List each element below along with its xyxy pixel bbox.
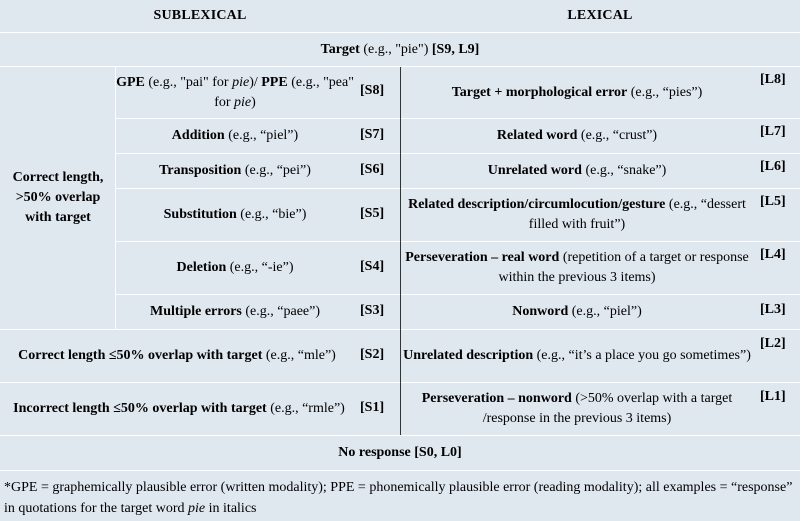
related-word-label: Related word [496,128,578,143]
correct-length-label: Correct length ≤50% overlap with target [18,348,263,363]
correct-length-text: (e.g., “mle”) [262,348,336,363]
code-s7: [S7] [360,127,385,142]
divider [116,294,800,295]
lexical-row-l5: Related description/circumlocution/gestu… [402,189,752,241]
transposition-label: Transposition [159,163,242,178]
footnote-italic: pie [188,501,206,516]
deletion-text: (e.g., “-ie”) [226,260,294,275]
transposition-text: (e.g., “pei”) [241,163,311,178]
divider [0,470,800,471]
divider [0,435,800,436]
lexical-row-l1: Perseveration – nonword (>50% overlap wi… [402,383,752,435]
related-word-text: (e.g., “crust”) [577,128,658,143]
multiple-errors-label: Multiple errors [150,304,242,319]
ppe-text: (e.g., "pea" for [214,75,354,110]
divider [116,153,800,154]
divider [0,32,800,33]
morphological-text: (e.g., “pies”) [627,85,703,100]
code-l8: [L8] [760,72,786,87]
gpe-text: (e.g., "pai" for [144,75,233,90]
sublexical-row-s2: Correct length ≤50% overlap with target … [0,330,354,382]
code-l6: [L6] [760,159,786,174]
code-s8: [S8] [360,83,385,98]
lexical-row-l4: Perseveration – real word (repetition of… [402,242,752,294]
target-label: Target [320,41,360,57]
perseveration-real-text: (repetition of a target or response with… [498,250,749,285]
gpe-italic: pie [232,75,250,90]
code-s4: [S4] [360,259,385,274]
related-description-text: (e.g., “dessert filled with fruit”) [528,197,746,232]
lexical-row-l6: Unrelated word (e.g., “snake”) [402,154,752,188]
addition-text: (e.g., “piel”) [224,128,299,143]
morphological-label: Target + morphological error [451,85,628,100]
ppe-label: PPE [261,75,288,90]
code-s1: [S1] [360,400,385,415]
sublexical-row-s8: GPE (e.g., "pai" for pie)/ PPE (e.g., "p… [116,68,354,118]
header-sublexical: SUBLEXICAL [153,8,247,23]
unrelated-word-text: (e.g., “snake”) [581,163,667,178]
ppe-text-2: ) [251,95,256,110]
divider [116,188,800,189]
code-l5: [L5] [760,194,786,209]
code-l3: [L3] [760,302,786,317]
perseveration-nonword-label: Perseveration – nonword [421,391,572,406]
sublexical-row-s7: Addition (e.g., “piel”) [116,119,354,153]
gpe-label: GPE [116,75,145,90]
lexical-row-l2: Unrelated description (e.g., “it’s a pla… [402,330,752,382]
footnote-star: * [4,480,11,495]
nonword-label: Nonword [512,304,569,319]
sublexical-row-s4: Deletion (e.g., “-ie”) [116,242,354,294]
no-response-row: No response [S0, L0] [338,445,462,460]
divider [116,241,800,242]
code-s6: [S6] [360,162,385,177]
perseveration-real-label: Perseveration – real word [405,250,560,265]
code-l2: [L2] [760,336,786,351]
unrelated-description-label: Unrelated description [403,348,534,363]
gpe-text-2: )/ [249,75,262,90]
sublexical-row-s5: Substitution (e.g., “bie”) [116,189,354,241]
divider [116,118,800,119]
unrelated-description-text: (e.g., “it’s a place you go sometimes”) [533,348,751,363]
footnote-gpe: GPE [11,480,38,495]
target-code: [S9, L9] [431,41,480,57]
column-divider [400,67,401,435]
incorrect-length-label: Incorrect length ≤50% overlap with targe… [13,401,267,416]
related-description-label: Related description/circumlocution/gestu… [408,197,666,212]
sublexical-row-s6: Transposition (e.g., “pei”) [116,154,354,188]
code-l1: [L1] [760,389,786,404]
ppe-italic: pie [234,95,252,110]
lexical-row-l3: Nonword (e.g., “piel”) [402,295,752,329]
footnote: *GPE = graphemically plausible error (wr… [4,477,796,519]
footnote-text-2: in italics [205,501,257,516]
code-l4: [L4] [760,247,786,262]
nonword-text: (e.g., “piel”) [568,304,642,319]
footnote-text: = graphemically plausible error (written… [4,480,793,516]
code-s2: [S2] [360,347,385,362]
target-text: (e.g., "pie") [359,41,432,57]
lexical-row-l7: Related word (e.g., “crust”) [402,119,752,153]
perseveration-nonword-text: (>50% overlap with a target /response in… [482,391,733,426]
target-row: Target (e.g., "pie") [S9, L9] [0,33,800,66]
code-s5: [S5] [360,206,385,221]
deletion-label: Deletion [176,260,227,275]
code-l7: [L7] [760,124,786,139]
addition-label: Addition [171,128,225,143]
divider [0,66,800,67]
lexical-row-l8: Target + morphological error (e.g., “pie… [402,68,752,118]
substitution-text: (e.g., “bie”) [236,207,307,222]
incorrect-length-text: (e.g., “rmle”) [266,401,345,416]
divider [115,67,116,329]
code-s3: [S3] [360,303,385,318]
sublexical-row-s3: Multiple errors (e.g., “paee”) [116,295,354,329]
group-label: Correct length, >50% overlap with target [12,170,104,225]
unrelated-word-label: Unrelated word [487,163,582,178]
header-lexical: LEXICAL [567,8,633,23]
multiple-errors-text: (e.g., “paee”) [241,304,320,319]
sublexical-row-s1: Incorrect length ≤50% overlap with targe… [4,383,354,435]
substitution-label: Substitution [163,207,237,222]
